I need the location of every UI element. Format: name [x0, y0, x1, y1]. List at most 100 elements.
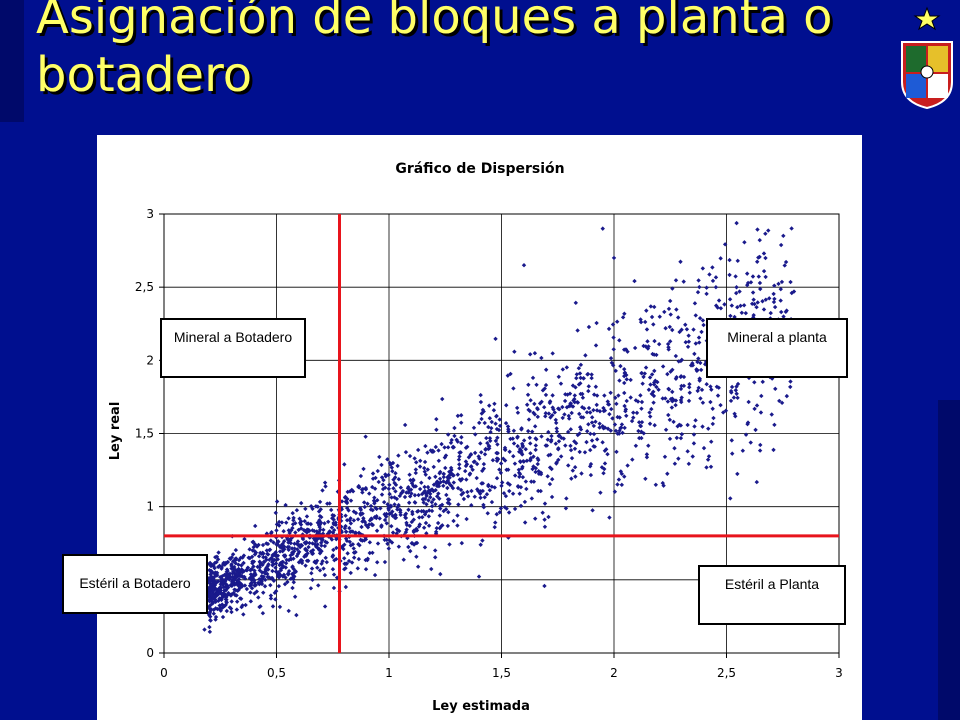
scatter-point	[361, 466, 366, 472]
scatter-point	[532, 401, 537, 407]
scatter-point	[445, 500, 451, 506]
scatter-point	[742, 240, 747, 245]
scatter-point	[318, 527, 323, 532]
scatter-point	[757, 448, 763, 453]
scatter-point	[515, 443, 520, 449]
scatter-point	[236, 562, 241, 568]
scatter-point	[228, 593, 234, 598]
scatter-point	[256, 595, 261, 600]
scatter-point	[520, 464, 525, 470]
scatter-point	[683, 340, 688, 345]
scatter-point	[395, 463, 400, 469]
scatter-point	[761, 251, 767, 256]
scatter-point	[606, 402, 612, 407]
scatter-point	[283, 561, 289, 566]
scatter-point	[735, 305, 740, 310]
scatter-point	[681, 279, 686, 284]
scatter-point	[489, 425, 494, 431]
scatter-point	[535, 461, 540, 467]
scatter-point	[379, 492, 385, 497]
scatter-point	[708, 464, 714, 470]
scatter-point	[396, 477, 402, 482]
scatter-point	[670, 367, 675, 373]
scatter-point	[479, 450, 484, 455]
scatter-point	[667, 324, 672, 330]
scatter-point	[208, 618, 213, 623]
scatter-point	[524, 486, 529, 492]
scatter-point	[572, 393, 577, 398]
scatter-point	[419, 480, 424, 485]
scatter-point	[268, 593, 274, 598]
scatter-point	[294, 553, 300, 559]
scatter-point	[322, 543, 328, 549]
scatter-point	[260, 542, 266, 548]
scatter-point	[455, 513, 460, 518]
scatter-point	[735, 258, 740, 264]
scatter-point	[642, 319, 648, 325]
scatter-point	[445, 485, 450, 491]
scatter-point	[593, 343, 599, 348]
x-axis-label: Ley estimada	[432, 699, 530, 714]
scatter-point	[624, 413, 629, 419]
scatter-point	[622, 370, 627, 376]
scatter-point	[594, 320, 599, 326]
scatter-point	[562, 398, 568, 404]
scatter-point	[591, 431, 597, 437]
scatter-point	[478, 495, 483, 500]
scatter-point	[620, 430, 625, 436]
scatter-point	[771, 447, 776, 453]
scatter-point	[294, 612, 299, 618]
scatter-point	[566, 404, 572, 409]
scatter-point	[652, 423, 657, 428]
scatter-point	[392, 502, 397, 507]
scatter-point	[553, 441, 558, 446]
scatter-point	[487, 436, 493, 441]
scatter-point	[378, 506, 383, 511]
scatter-point	[385, 541, 390, 546]
scatter-point	[490, 458, 496, 463]
scatter-point	[401, 557, 406, 562]
scatter-point	[241, 553, 247, 558]
scatter-point	[566, 413, 571, 419]
scatter-point	[499, 483, 504, 489]
scatter-point	[678, 397, 684, 403]
scatter-point	[422, 459, 428, 465]
y-axis-label: Ley real	[108, 402, 123, 461]
scatter-point	[313, 539, 319, 544]
scatter-point	[671, 398, 677, 403]
scatter-point	[344, 538, 350, 544]
scatter-point	[778, 298, 783, 303]
scatter-point	[493, 438, 499, 444]
scatter-point	[690, 361, 695, 366]
x-tick-label: 3	[835, 666, 843, 680]
scatter-point	[213, 581, 219, 586]
scatter-point	[549, 466, 554, 472]
scatter-point	[435, 520, 441, 526]
scatter-point	[608, 428, 613, 433]
scatter-point	[207, 599, 212, 604]
scatter-point	[434, 525, 439, 531]
scatter-point	[748, 280, 754, 285]
scatter-point	[396, 453, 401, 458]
scatter-point	[686, 398, 692, 404]
scatter-point	[447, 542, 452, 547]
scatter-point	[574, 375, 579, 381]
scatter-point	[288, 556, 293, 561]
scatter-point	[583, 353, 588, 358]
scatter-point	[347, 518, 352, 523]
scatter-point	[229, 609, 234, 615]
scatter-point	[615, 414, 620, 420]
scatter-point	[651, 389, 656, 394]
scatter-point	[365, 556, 370, 561]
scatter-point	[257, 604, 262, 610]
scatter-point	[500, 480, 505, 485]
scatter-point	[433, 474, 438, 479]
scatter-point	[607, 411, 612, 417]
scatter-point	[350, 489, 356, 494]
scatter-point	[451, 518, 456, 524]
scatter-point	[660, 480, 665, 486]
scatter-point	[322, 521, 327, 526]
scatter-point	[300, 535, 305, 541]
scatter-point	[387, 482, 392, 488]
scatter-point	[532, 412, 537, 417]
